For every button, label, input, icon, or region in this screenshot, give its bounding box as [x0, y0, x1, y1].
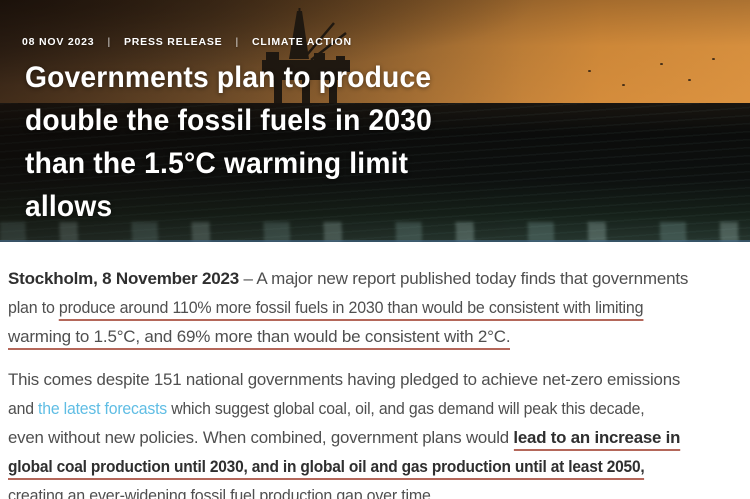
ocean	[0, 103, 750, 242]
body-text: even without new policies. When combined…	[8, 428, 514, 447]
page-title: Governments plan to produce double the f…	[25, 56, 432, 228]
text-line: creating an ever-widening fossil fuel pr…	[8, 481, 700, 499]
text-line: global coal production until 2030, and i…	[8, 452, 678, 481]
wave-foam	[0, 222, 750, 242]
hero-bottom-edge	[0, 240, 750, 242]
bird-icon	[588, 70, 591, 72]
hero-banner: 08 NOV 2023 | PRESS RELEASE | CLIMATE AC…	[0, 0, 750, 242]
bold-underlined-text: global coal production until 2030, and i…	[8, 457, 645, 480]
underlined-text: warming to 1.5°C, and 69% more than woul…	[8, 327, 511, 350]
meta-bar: 08 NOV 2023 | PRESS RELEASE | CLIMATE AC…	[22, 36, 352, 48]
meta-separator: |	[107, 36, 111, 48]
body-text: which suggest global coal, oil, and gas …	[167, 399, 645, 418]
text-line: plan to produce around 110% more fossil …	[8, 293, 700, 322]
oil-rig-silhouette	[262, 8, 350, 103]
hero-shade-overlay	[0, 0, 750, 242]
text-line: Stockholm, 8 November 2023 – A major new…	[8, 264, 744, 293]
bird-icon	[660, 63, 663, 65]
paragraph-lede: Stockholm, 8 November 2023 – A major new…	[8, 264, 744, 351]
body-text: – A major new report published today fin…	[239, 269, 689, 288]
bird-icon	[688, 79, 691, 81]
text-line: This comes despite 151 national governme…	[8, 365, 737, 394]
text-line: even without new policies. When combined…	[8, 423, 737, 452]
meta-category: PRESS RELEASE	[123, 36, 223, 48]
dateline: Stockholm, 8 November 2023	[8, 269, 240, 288]
sunset-sky	[0, 0, 750, 103]
paragraph-context: This comes despite 151 national governme…	[8, 365, 744, 499]
headline-line: double the fossil fuels in 2030	[25, 104, 432, 137]
article-body: Stockholm, 8 November 2023 – A major new…	[0, 242, 750, 499]
body-text: This comes despite 151 national governme…	[8, 370, 681, 389]
headline-line: Governments plan to produce	[25, 61, 432, 94]
bird-icon	[712, 58, 715, 60]
text-line: and the latest forecasts which suggest g…	[8, 394, 692, 423]
body-text: creating an ever-widening fossil fuel pr…	[8, 486, 435, 499]
meta-date: 08 NOV 2023	[22, 36, 95, 48]
body-text: plan to	[8, 298, 59, 317]
latest-forecasts-link[interactable]: the latest forecasts	[38, 399, 168, 418]
headline-line: allows	[25, 190, 113, 223]
headline-line: than the 1.5°C warming limit	[25, 147, 409, 180]
text-line: warming to 1.5°C, and 69% more than woul…	[8, 322, 744, 351]
bold-underlined-text: lead to an increase in	[513, 428, 680, 451]
bird-icon	[622, 84, 625, 86]
meta-topic: CLIMATE ACTION	[252, 36, 352, 48]
underlined-text: produce around 110% more fossil fuels in…	[58, 298, 644, 321]
body-text: and	[8, 399, 39, 418]
meta-separator: |	[235, 36, 240, 48]
